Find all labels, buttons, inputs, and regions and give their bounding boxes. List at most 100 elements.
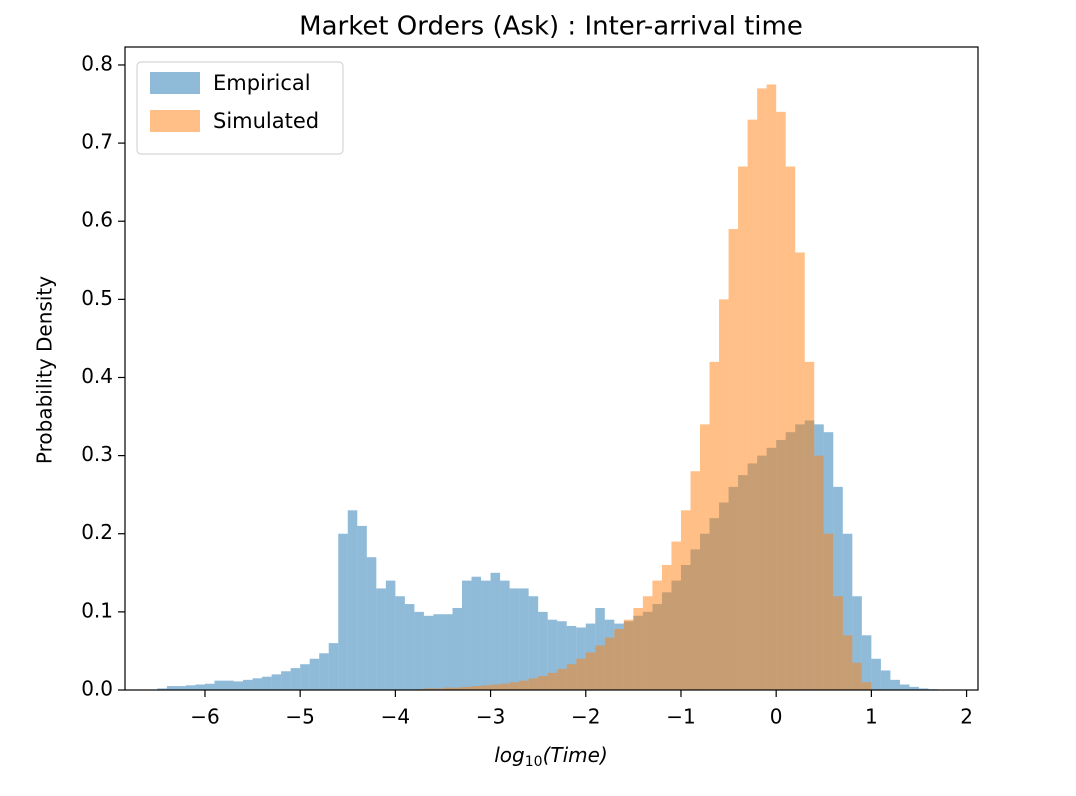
histogram-bar	[423, 615, 434, 690]
histogram-bar	[442, 614, 453, 690]
histogram-bar	[595, 645, 605, 690]
histogram-bar	[281, 671, 291, 690]
histogram-bar	[357, 525, 367, 690]
histogram-bar	[547, 672, 558, 690]
histogram-bar	[481, 580, 491, 690]
y-tick-label: 0.8	[81, 51, 113, 75]
histogram-bar	[623, 619, 634, 690]
x-tick-label: −4	[381, 705, 410, 729]
histogram-bar	[785, 166, 796, 691]
histogram-bar	[404, 604, 415, 690]
histogram-bar	[776, 111, 786, 690]
legend-label: Simulated	[213, 109, 319, 133]
histogram-bar	[252, 678, 263, 690]
histogram-bar	[671, 541, 681, 690]
histogram-bar	[157, 688, 167, 690]
histogram-bar	[833, 596, 843, 690]
histogram-bar	[309, 658, 320, 690]
histogram-bar	[833, 486, 843, 690]
histogram-bar	[585, 652, 596, 690]
histogram-bar	[519, 588, 529, 690]
histogram-bar	[861, 635, 872, 690]
x-tick-label: −6	[190, 705, 219, 729]
legend-swatch	[150, 110, 200, 132]
histogram-bar	[262, 676, 272, 690]
histogram-bar	[661, 564, 672, 690]
y-axis-label: Probability Density	[33, 276, 57, 464]
histogram-bar	[233, 681, 244, 690]
histogram-bar	[166, 686, 177, 690]
x-axis-label: log10(Time)	[494, 743, 608, 771]
y-tick-label: 0.5	[81, 286, 113, 310]
histogram-bar	[842, 635, 853, 690]
histogram-bar	[804, 361, 815, 690]
histogram-bar	[700, 424, 710, 690]
x-tick-label: −1	[666, 705, 695, 729]
histogram-bar	[738, 166, 748, 691]
histogram-bar	[471, 576, 482, 690]
histogram-bar	[509, 682, 520, 690]
histogram-bar	[709, 361, 720, 690]
x-tick-label: 1	[865, 705, 878, 729]
histogram-bar	[766, 84, 777, 690]
y-tick-label: 0.1	[81, 598, 113, 622]
y-tick-label: 0.3	[81, 442, 113, 466]
x-tick-label: −3	[476, 705, 505, 729]
histogram-bar	[899, 684, 910, 690]
histogram-bar	[871, 658, 881, 690]
histogram-bar	[471, 686, 482, 690]
y-tick-label: 0.6	[81, 208, 113, 232]
histogram-bar	[823, 533, 834, 690]
legend-swatch	[150, 72, 200, 94]
histogram-bar	[300, 664, 310, 690]
legend: Empirical Simulated	[136, 61, 344, 155]
histogram-bar	[509, 588, 520, 690]
histogram-bar	[890, 679, 900, 690]
histogram-bar	[500, 580, 510, 690]
histogram-bar	[909, 686, 919, 690]
histogram-bar	[814, 455, 824, 690]
histogram-bar	[852, 662, 862, 690]
histogram-bar	[680, 510, 691, 690]
histogram-bar	[500, 683, 510, 690]
histogram-bar	[243, 679, 253, 690]
y-tick-label: 0.0	[81, 677, 113, 701]
histogram-bar	[719, 299, 729, 690]
histogram-bar	[433, 614, 443, 690]
histogram-bar	[566, 664, 577, 690]
x-tick-label: −2	[571, 705, 600, 729]
histogram-bar	[462, 580, 472, 690]
histogram-bar	[728, 229, 739, 690]
histogram-bar	[224, 680, 234, 690]
x-tick-label: 2	[960, 705, 973, 729]
x-tick-label: 0	[770, 705, 783, 729]
x-tick-label: −5	[285, 705, 314, 729]
chart-title: Market Orders (Ask) : Inter-arrival time	[299, 12, 803, 42]
histogram-bar	[842, 533, 853, 690]
histogram-bar	[757, 88, 767, 690]
histogram-bar	[338, 533, 348, 690]
histogram-bar	[528, 596, 539, 690]
histogram-bar	[395, 596, 405, 690]
histogram-bar	[481, 685, 491, 690]
y-tick-label: 0.4	[81, 364, 113, 388]
legend-label: Empirical	[213, 71, 311, 95]
histogram-bar	[557, 668, 567, 690]
histogram-bar	[204, 683, 215, 690]
histogram-bar	[271, 674, 282, 690]
histogram-bar	[442, 687, 453, 690]
histogram-bar	[519, 680, 529, 690]
y-tick-label: 0.7	[81, 130, 113, 154]
histogram-bar	[614, 629, 624, 690]
histogram-bar	[376, 588, 386, 690]
histogram-bar	[861, 682, 872, 690]
histogram-bar	[490, 684, 501, 690]
histogram-bar	[385, 580, 396, 690]
histogram-bar	[462, 686, 472, 690]
histogram-bar	[538, 675, 548, 690]
histogram-bar	[538, 611, 548, 690]
histogram-bar	[528, 678, 539, 690]
axes-frame	[124, 46, 979, 691]
histogram-bar	[557, 621, 567, 690]
